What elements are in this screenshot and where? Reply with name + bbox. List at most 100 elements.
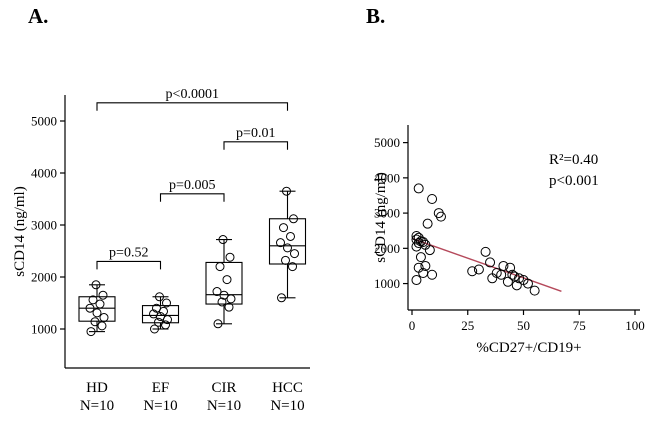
scatter-point — [467, 266, 478, 277]
data-point — [85, 303, 95, 313]
data-point — [279, 223, 288, 233]
data-point — [222, 275, 232, 285]
scatter-point — [473, 264, 484, 275]
scatter-point — [498, 260, 509, 271]
scatter-point — [420, 260, 431, 271]
regression-line — [411, 237, 562, 292]
y-tick-label: 5000 — [31, 114, 57, 129]
data-point — [86, 327, 96, 337]
y-tick-label: 3000 — [31, 218, 57, 233]
data-point — [219, 290, 229, 300]
data-point — [92, 308, 102, 318]
x-tick-label: 75 — [573, 318, 586, 333]
group-label: EF — [152, 380, 170, 396]
scatter-point — [435, 211, 446, 222]
group-sublabel: N=10 — [207, 398, 241, 414]
scatter-point — [424, 245, 435, 256]
data-point — [276, 238, 285, 248]
data-point — [88, 295, 98, 305]
y-tick-label: 2000 — [31, 270, 57, 285]
scatter-point — [507, 269, 518, 280]
data-point — [152, 303, 161, 313]
data-point — [224, 302, 234, 312]
r-squared-text: R²=0.40 — [549, 152, 599, 168]
scatter-point — [418, 236, 429, 247]
data-point — [290, 249, 299, 259]
scatter-point — [411, 275, 422, 286]
group-sublabel: N=10 — [80, 398, 114, 414]
y-axis-label: sCD14 (ng/ml) — [12, 186, 28, 276]
significance-bracket — [96, 260, 162, 270]
scatter-point — [411, 234, 422, 245]
scatter-point — [485, 257, 496, 268]
data-point — [162, 298, 171, 308]
box — [205, 261, 243, 305]
bracket-label: p<0.0001 — [166, 87, 219, 102]
scatter-point — [514, 273, 525, 284]
data-point — [288, 262, 297, 272]
panel-a-label: A. — [28, 4, 49, 28]
data-point — [281, 255, 290, 265]
scatter-point — [491, 268, 502, 278]
data-point — [226, 294, 236, 304]
data-point — [98, 290, 108, 300]
data-point — [95, 299, 105, 309]
y-axis-label: sCD14 (ng/ml) — [373, 172, 389, 262]
scatter-point — [415, 252, 426, 263]
group-label: CIR — [211, 380, 236, 396]
scatter-point — [511, 280, 522, 291]
x-tick-label: 0 — [409, 318, 416, 333]
panel-b-label: B. — [366, 4, 386, 28]
p-value-text: p<0.001 — [549, 173, 599, 189]
data-point — [91, 280, 101, 290]
x-tick-label: 100 — [625, 318, 645, 333]
data-point — [150, 324, 159, 334]
data-point — [286, 231, 295, 241]
data-point — [283, 243, 292, 253]
y-tick-label: 3000 — [374, 206, 400, 221]
group-sublabel: N=10 — [270, 398, 304, 414]
scatter-point — [413, 183, 424, 194]
bracket-label: p=0.005 — [169, 178, 215, 193]
scatter-point — [522, 278, 533, 289]
data-point — [218, 235, 228, 245]
data-point — [90, 317, 100, 327]
stats-annotation: R²=0.40 p<0.001 — [549, 150, 599, 192]
scatter-point — [529, 285, 540, 296]
y-tick-label: 5000 — [374, 135, 400, 150]
group-label: HCC — [272, 380, 303, 396]
y-tick-label: 4000 — [374, 170, 400, 185]
data-point — [212, 287, 222, 297]
y-tick-label: 2000 — [374, 241, 400, 256]
data-point — [99, 313, 109, 323]
scatter-panel-b: 1000 2000 3000 4000 5000 0 25 50 75 100 sCD14 (ng/… — [373, 125, 645, 356]
group-sublabel: N=10 — [143, 398, 177, 414]
data-point — [282, 186, 291, 196]
data-point — [154, 317, 163, 327]
scatter-point — [505, 262, 516, 273]
data-point — [217, 297, 227, 307]
y-tick-label: 1000 — [31, 322, 57, 337]
significance-bracket — [159, 193, 225, 202]
data-point — [97, 321, 107, 331]
data-point — [149, 309, 158, 319]
x-tick-label: 25 — [461, 318, 474, 333]
scatter-point — [480, 246, 491, 257]
y-tick-label: 4000 — [31, 166, 57, 181]
bracket-label: p=0.01 — [236, 126, 275, 141]
scatter-point — [413, 238, 424, 249]
group-label: HD — [86, 380, 108, 396]
significance-bracket — [96, 102, 289, 111]
data-point — [213, 319, 223, 329]
x-tick-label: 50 — [517, 318, 530, 333]
scatter-point — [433, 208, 444, 219]
data-point — [155, 292, 164, 302]
scatter-point — [427, 269, 438, 280]
scatter-point — [411, 241, 422, 252]
y-tick-label: 1000 — [374, 276, 400, 291]
significance-bracket — [223, 141, 289, 150]
data-point — [225, 252, 235, 262]
data-point — [215, 262, 225, 272]
data-point — [277, 293, 286, 303]
